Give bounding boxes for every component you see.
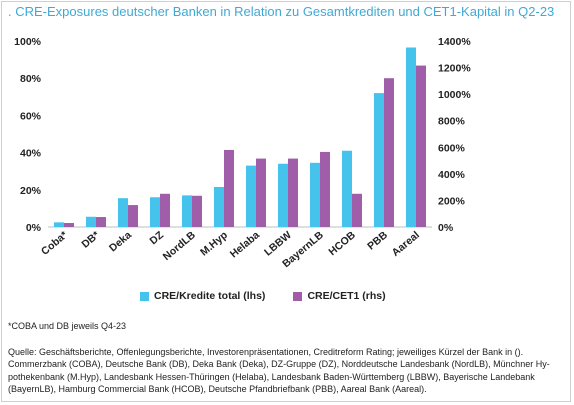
y-left-tick-label: 40%	[20, 148, 42, 160]
bar-cre-cet1-mhyp	[224, 149, 234, 227]
bar-cre-kredite-mhyp	[214, 187, 224, 227]
bar-cre-kredite-pbb	[374, 93, 384, 227]
y-right-tick-label: 1400%	[438, 36, 471, 48]
y-right-tick-label: 800%	[438, 116, 466, 128]
bar-cre-cet1-hcob	[352, 193, 362, 227]
x-tick-label: Deka	[107, 229, 134, 254]
legend-label-cre-kredite: CRE/Kredite total (lhs)	[154, 290, 266, 302]
y-left-tick-label: 80%	[20, 73, 42, 85]
y-left-tick-label: 20%	[20, 185, 42, 197]
x-tick-label: DB*	[79, 229, 102, 251]
bar-cre-cet1-dz	[160, 193, 170, 227]
x-tick-label: Aareal	[390, 229, 422, 259]
bar-cre-cet1-deka	[128, 205, 138, 227]
chart-legend: CRE/Kredite total (lhs) CRE/CET1 (rhs)	[140, 290, 386, 302]
footnote: *COBA und DB jeweils Q4-23	[8, 321, 127, 331]
legend-swatch-cre-cet1	[293, 291, 303, 301]
x-tick-label: HCOB	[327, 229, 359, 258]
bar-cre-kredite-lbbw	[278, 163, 288, 227]
bar-cre-cet1-helaba	[256, 158, 266, 227]
bar-cre-cet1-pbb	[384, 78, 394, 227]
bar-cre-kredite-db	[86, 216, 96, 227]
bar-cre-cet1-bayernlb	[320, 151, 330, 227]
bar-cre-kredite-hcob	[342, 150, 352, 227]
bar-cre-cet1-lbbw	[288, 158, 298, 227]
bar-cre-kredite-coba	[54, 222, 64, 227]
bar-chart: 0% 20% 40% 60% 80% 100% 0% 200% 400% 600% 800% 1000…	[14, 36, 471, 271]
x-tick-label: PBB	[365, 229, 390, 253]
y-right-tick-label: 1200%	[438, 63, 471, 75]
x-tick-label: M.Hyp	[198, 229, 230, 258]
y-right-tick-label: 600%	[438, 142, 466, 154]
bar-cre-kredite-nordlb	[182, 195, 192, 227]
x-tick-label: Helaba	[228, 229, 262, 260]
x-tick-label: Coba*	[39, 229, 71, 258]
bar-cre-cet1-coba	[64, 223, 74, 227]
bar-cre-cet1-nordlb	[192, 195, 202, 227]
bar-cre-kredite-helaba	[246, 165, 256, 227]
chart-title: . CRE-Exposures deutscher Banken in Rela…	[8, 4, 555, 19]
y-left-tick-label: 60%	[20, 110, 42, 122]
bar-cre-kredite-deka	[118, 198, 128, 227]
chart-bars	[54, 47, 426, 228]
y-left-tick-label: 100%	[14, 36, 42, 48]
legend-swatch-cre-kredite	[140, 291, 149, 301]
y-right-tick-label: 400%	[438, 169, 466, 181]
y-right-tick-label: 0%	[438, 222, 454, 234]
legend-item-cre-cet1: CRE/CET1 (rhs)	[293, 290, 386, 302]
bar-cre-cet1-aareal	[416, 65, 426, 227]
bar-cre-kredite-bayernlb	[310, 162, 320, 227]
legend-label-cre-cet1: CRE/CET1 (rhs)	[307, 290, 386, 302]
y-right-tick-label: 1000%	[438, 89, 471, 101]
bar-cre-kredite-dz	[150, 197, 160, 227]
legend-item-cre-kredite: CRE/Kredite total (lhs)	[140, 290, 265, 302]
source-note: Quelle: Geschäftsberichte, Offenlegungsb…	[8, 347, 550, 395]
y-left-tick-label: 0%	[26, 222, 42, 234]
bar-cre-cet1-db	[96, 217, 106, 227]
y-right-tick-label: 200%	[438, 195, 466, 207]
chart-axes: 0% 20% 40% 60% 80% 100% 0% 200% 400% 600% 800% 1000…	[14, 36, 471, 234]
x-tick-label: DZ	[147, 229, 166, 248]
bar-cre-kredite-aareal	[406, 47, 416, 228]
x-tick-label: NordLB	[161, 229, 199, 263]
